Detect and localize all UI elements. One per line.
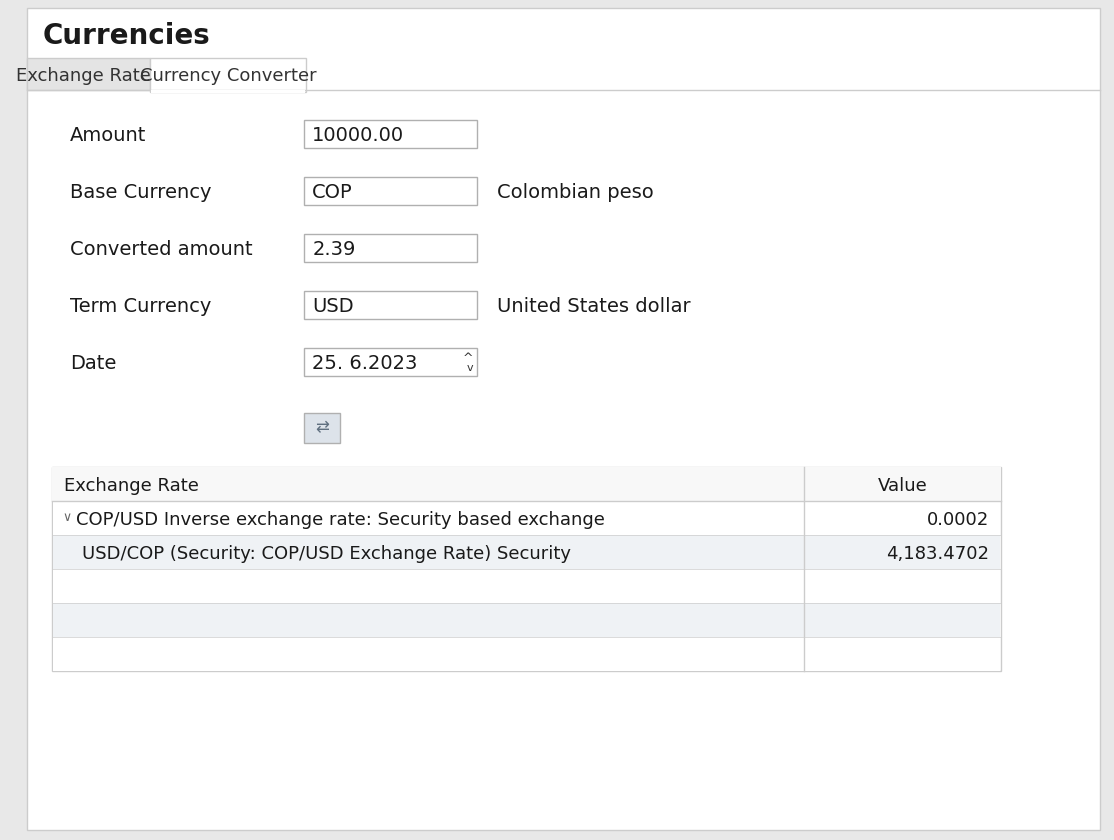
Text: Date: Date [70, 354, 117, 373]
Text: Amount: Amount [70, 126, 147, 145]
Text: 10000.00: 10000.00 [312, 126, 404, 145]
Text: Colombian peso: Colombian peso [497, 183, 654, 202]
Bar [304, 291, 478, 319]
Text: Exchange Rates: Exchange Rates [17, 67, 160, 85]
Text: 0.0002: 0.0002 [927, 511, 989, 529]
Text: USD/COP (Security: COP/USD Exchange Rate) Security: USD/COP (Security: COP/USD Exchange Rate… [82, 545, 571, 563]
Text: Value: Value [878, 477, 927, 495]
Text: COP/USD Inverse exchange rate: Security based exchange: COP/USD Inverse exchange rate: Security … [76, 511, 605, 529]
Text: Exchange Rate: Exchange Rate [65, 477, 199, 495]
Bar [304, 348, 478, 376]
Text: Currencies: Currencies [42, 22, 211, 50]
Text: 25. 6.2023: 25. 6.2023 [312, 354, 418, 373]
Bar [52, 467, 1001, 671]
Bar [53, 569, 1000, 603]
Text: ^: ^ [463, 352, 473, 365]
Text: Converted amount: Converted amount [70, 240, 253, 259]
Text: $⇄$: $⇄$ [314, 418, 330, 436]
Text: 4,183.4702: 4,183.4702 [887, 545, 989, 563]
Bar [53, 501, 1000, 535]
Text: USD: USD [312, 297, 354, 316]
Bar [53, 637, 1000, 671]
Text: Base Currency: Base Currency [70, 183, 212, 202]
Bar [304, 234, 478, 262]
Text: v: v [467, 363, 473, 373]
Bar [53, 603, 1000, 637]
Text: 2.39: 2.39 [312, 240, 355, 259]
Text: ∨: ∨ [62, 511, 71, 524]
Bar [152, 90, 305, 93]
Bar [150, 58, 306, 92]
Bar [304, 120, 478, 148]
Bar [27, 58, 150, 90]
Text: United States dollar: United States dollar [497, 297, 691, 316]
Bar [152, 90, 305, 92]
Bar [304, 413, 340, 443]
Bar [53, 535, 1000, 569]
Bar [52, 467, 1001, 501]
Text: Currency Converter: Currency Converter [140, 67, 316, 85]
Bar [304, 177, 478, 205]
Text: Term Currency: Term Currency [70, 297, 212, 316]
Text: COP: COP [312, 183, 353, 202]
